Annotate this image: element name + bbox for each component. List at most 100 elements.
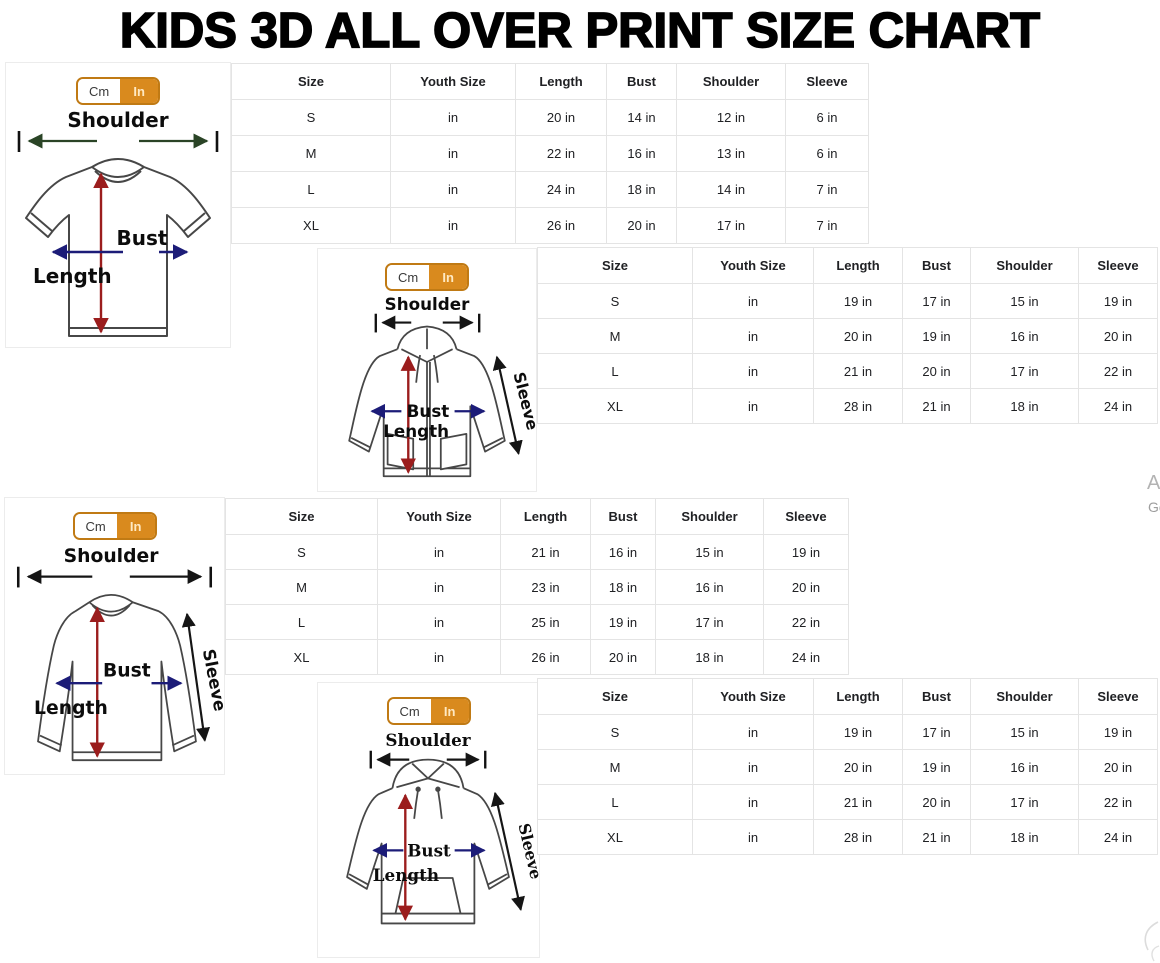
table-cell: 21 in — [902, 388, 971, 424]
table-cell: 15 in — [970, 714, 1079, 750]
table-cell: 20 in — [590, 639, 656, 675]
table-cell: 21 in — [500, 534, 591, 570]
table-cell: in — [377, 639, 501, 675]
table-cell: 23 in — [500, 569, 591, 605]
table-cell: 6 in — [785, 135, 869, 172]
sleeve-arrow — [492, 355, 523, 455]
table-cell: 16 in — [590, 534, 656, 570]
unit-toggle-long-sleeve: Cm In — [72, 512, 157, 540]
in-toggle-button[interactable]: In — [429, 265, 467, 289]
diagram-panel-hoodie: Cm In Shoulder — [317, 682, 540, 958]
column-header: Length — [813, 678, 903, 715]
faint-corner-sketch — [1144, 921, 1160, 962]
table-cell: 18 in — [970, 388, 1079, 424]
table-cell: 7 in — [785, 207, 869, 244]
table-cell: M — [537, 749, 693, 785]
cm-toggle-button[interactable]: Cm — [387, 265, 430, 289]
column-header: Shoulder — [970, 247, 1079, 284]
shoulder-arrow — [374, 313, 481, 333]
sleeve-label: Sleeve — [510, 370, 537, 432]
in-toggle-button[interactable]: In — [116, 514, 155, 538]
tshirt-measurement-diagram: Shoulder Bust Length — [17, 110, 219, 337]
size-table-tshirt: Size Youth Size Length Bust Shoulder Sleeve S… — [231, 63, 869, 244]
table-cell: 14 in — [676, 171, 786, 208]
hoodie-measurement-diagram: Shoulder — [346, 730, 540, 925]
shoulder-arrow — [369, 750, 487, 769]
table-cell: 24 in — [763, 639, 849, 675]
table-cell: 18 in — [606, 171, 677, 208]
shoulder-arrow — [17, 131, 219, 152]
table-cell: 20 in — [902, 784, 971, 820]
table-cell: in — [377, 604, 501, 640]
table-cell: 22 in — [1078, 784, 1158, 820]
diagram-panel-tshirt: Cm In Shoulder — [5, 62, 231, 348]
table-cell: 28 in — [813, 388, 903, 424]
table-cell: in — [692, 283, 814, 319]
in-toggle-button[interactable]: In — [120, 79, 158, 103]
zip-hoodie-outline — [348, 325, 506, 478]
table-cell: 6 in — [785, 99, 869, 136]
cm-toggle-button[interactable]: Cm — [388, 699, 431, 723]
column-header: Size — [231, 63, 391, 100]
table-cell: in — [377, 534, 501, 570]
table-cell: 19 in — [1078, 283, 1158, 319]
sleeve-arrow — [181, 612, 211, 742]
table-header-row: Size Youth Size Length Bust Shoulder Sleeve — [537, 247, 1158, 284]
unit-toggle-zip-hoodie: Cm In — [385, 263, 469, 291]
table-cell: 18 in — [655, 639, 764, 675]
table-cell: in — [692, 714, 814, 750]
table-row: XL in 26 in 20 in 17 in 7 in — [231, 207, 869, 244]
table-row: XL in 28 in 21 in 18 in 24 in — [537, 819, 1158, 855]
table-cell: 17 in — [902, 714, 971, 750]
table-cell: 21 in — [813, 353, 903, 389]
table-cell: 25 in — [500, 604, 591, 640]
column-header: Shoulder — [655, 498, 764, 535]
table-header-row: Size Youth Size Length Bust Shoulder Sleeve — [537, 678, 1158, 715]
table-cell: in — [377, 569, 501, 605]
in-toggle-button[interactable]: In — [430, 699, 469, 723]
column-header: Length — [813, 247, 903, 284]
shoulder-label: Shoulder — [64, 546, 160, 567]
table-cell: 16 in — [970, 749, 1079, 785]
table-cell: 19 in — [590, 604, 656, 640]
cm-toggle-button[interactable]: Cm — [74, 514, 117, 538]
table-cell: 13 in — [676, 135, 786, 172]
shoulder-arrow — [16, 566, 213, 588]
column-header: Youth Size — [377, 498, 501, 535]
long-sleeve-outline — [37, 593, 197, 762]
table-cell: 12 in — [676, 99, 786, 136]
table-cell: in — [390, 135, 516, 172]
table-cell: 19 in — [902, 318, 971, 354]
table-cell: 22 in — [515, 135, 607, 172]
table-cell: L — [537, 353, 693, 389]
cm-toggle-button[interactable]: Cm — [78, 79, 121, 103]
watermark-text: Go — [1148, 499, 1160, 515]
column-header: Youth Size — [692, 678, 814, 715]
table-cell: 26 in — [500, 639, 591, 675]
table-cell: 7 in — [785, 171, 869, 208]
table-cell: S — [537, 714, 693, 750]
table-cell: S — [225, 534, 378, 570]
table-cell: M — [537, 318, 693, 354]
table-cell: 20 in — [1078, 749, 1158, 785]
table-cell: 20 in — [813, 318, 903, 354]
table-header-row: Size Youth Size Length Bust Shoulder Sleeve — [225, 498, 849, 535]
length-label: Length — [373, 865, 439, 885]
table-cell: 19 in — [813, 283, 903, 319]
column-header: Shoulder — [676, 63, 786, 100]
column-header: Size — [537, 678, 693, 715]
table-cell: 20 in — [763, 569, 849, 605]
column-header: Shoulder — [970, 678, 1079, 715]
shoulder-label: Shoulder — [385, 296, 470, 314]
bust-label: Bust — [117, 226, 168, 250]
table-cell: 19 in — [902, 749, 971, 785]
table-cell: 20 in — [606, 207, 677, 244]
table-cell: 17 in — [970, 353, 1079, 389]
